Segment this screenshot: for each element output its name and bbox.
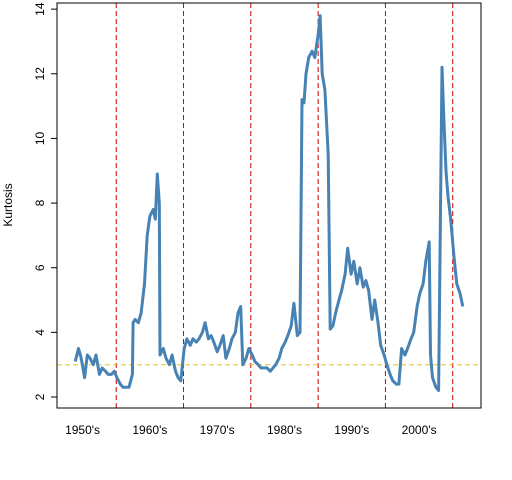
y-tick-label: 6 (33, 264, 47, 271)
x-tick-label: 1960's (132, 423, 167, 437)
y-tick-label: 8 (33, 199, 47, 206)
kurtosis-line (73, 14, 465, 392)
x-tick-label: 2000's (402, 423, 437, 437)
plot-frame (56, 2, 482, 409)
y-tick-label: 2 (33, 393, 47, 400)
x-tick-label: 1950's (65, 423, 100, 437)
y-tick-label: 10 (33, 131, 47, 145)
x-tick-label: 1980's (267, 423, 302, 437)
y-tick-label: 4 (33, 329, 47, 336)
y-axis-label: Kurtosis (1, 183, 15, 226)
x-tick-label: 1970's (200, 423, 235, 437)
y-tick-label: 14 (33, 2, 47, 16)
x-tick-label: 1990's (334, 423, 369, 437)
y-tick-label: 12 (33, 67, 47, 81)
